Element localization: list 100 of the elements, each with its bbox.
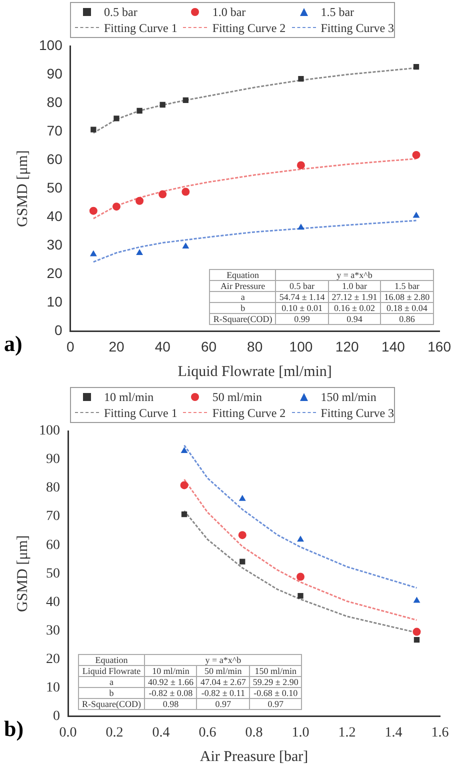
annotation: b — [210, 302, 276, 314]
point — [297, 536, 304, 542]
legend-label: 150 ml/min — [320, 389, 376, 405]
annotation: y = a*x^b — [276, 270, 434, 281]
point — [182, 188, 190, 196]
y-tick-label: 0 — [54, 322, 63, 338]
annotation: 0.16 ± 0.02 — [328, 302, 381, 314]
x-tick-label: 60 — [200, 338, 217, 354]
x-axis-title: Air Preasure [bar] — [200, 748, 308, 765]
point — [181, 511, 188, 518]
legend-label: 50 ml/min — [212, 389, 262, 405]
point — [240, 558, 246, 564]
text: a) — [4, 330, 22, 356]
y-tick-label: 20 — [46, 265, 63, 282]
point — [296, 572, 304, 581]
annotation: 0.86 — [380, 314, 434, 325]
point — [180, 446, 188, 453]
x-tick-label: 140 — [382, 338, 406, 354]
legend-label: Fitting Curve 1 — [104, 405, 178, 421]
y-tick-label: 40 — [46, 594, 60, 610]
x-tick-label: 160 — [428, 338, 452, 354]
point — [414, 636, 420, 643]
annotation: 0.5 bar — [276, 280, 328, 292]
annotation: -0.82 ± 0.11 — [196, 688, 250, 699]
x-tick-label: 80 — [247, 338, 263, 354]
y-tick-label: 50 — [46, 179, 63, 196]
legend-label: Fitting Curve 2 — [212, 405, 286, 421]
y-tick-label: 70 — [46, 509, 60, 524]
annotation: Equation — [78, 654, 144, 666]
annotation: 0.18 ± 0.04 — [380, 302, 434, 314]
annotation: 59.29 ± 2.90 — [249, 676, 302, 688]
legend-label: Fitting Curve 2 — [212, 20, 286, 36]
point — [238, 531, 246, 540]
point — [114, 116, 120, 122]
point — [298, 593, 304, 599]
point — [180, 481, 188, 490]
point — [413, 596, 420, 603]
annotation: 47.04 ± 2.67 — [196, 676, 250, 688]
annotation: 54.74 ± 1.14 — [276, 292, 328, 303]
y-tick-label: 20 — [46, 652, 60, 667]
x-tick-label: 1.0 — [292, 725, 310, 740]
point — [412, 212, 420, 218]
point — [136, 249, 144, 256]
y-tick-label: 0 — [53, 708, 60, 724]
annotation: 10 ml/min — [144, 666, 197, 677]
annotation: R-Square(COD) — [210, 314, 276, 325]
point — [412, 628, 421, 636]
annotation: y = a*x^b — [144, 654, 302, 666]
point — [90, 250, 97, 256]
point — [298, 76, 304, 82]
x-tick-label: 0.8 — [245, 725, 263, 740]
annotation: -0.82 ± 0.08 — [144, 688, 197, 699]
y-tick-label: 100 — [39, 36, 63, 53]
annotation: 0.10 ± 0.01 — [276, 302, 328, 314]
annotation: 0.98 — [144, 698, 197, 710]
y-tick-label: 40 — [46, 208, 63, 224]
point — [112, 202, 120, 211]
text: b) — [4, 716, 24, 741]
annotation: 0.97 — [196, 698, 250, 710]
legend-label: Fitting Curve 3 — [320, 405, 394, 421]
legend-label: 1.5 bar — [320, 4, 354, 20]
x-axis-title: Liquid Flowrate [ml/min] — [178, 364, 332, 380]
point — [89, 206, 98, 215]
line-series — [184, 478, 418, 621]
y-tick-label: 80 — [46, 94, 63, 110]
annotation: Liquid Flowrate — [78, 666, 144, 677]
annotation: a — [210, 292, 276, 303]
y-axis-title: GSMD [μm] — [14, 150, 31, 227]
annotation: 150 ml/min — [249, 666, 302, 677]
y-tick-label: 90 — [46, 65, 63, 82]
x-tick-label: 100 — [289, 338, 313, 354]
point — [296, 161, 305, 170]
annotation: -0.68 ± 0.10 — [249, 688, 302, 699]
x-tick-label: 1.2 — [338, 725, 356, 740]
x-tick-label: 1.4 — [384, 725, 402, 740]
legend-label: 0.5 bar — [104, 4, 138, 20]
y-tick-label: 30 — [46, 236, 63, 252]
legend-label: 1.0 bar — [212, 4, 246, 20]
annotation: Air Pressure — [210, 280, 276, 292]
line-series — [184, 444, 418, 589]
y-tick-label: 70 — [46, 122, 63, 138]
x-tick-label: 120 — [335, 338, 359, 354]
annotation: 16.08 ± 2.80 — [380, 292, 434, 303]
annotation: 27.12 ± 1.91 — [328, 292, 381, 303]
x-tick-label: 0.2 — [106, 725, 124, 740]
annotation: 0.97 — [249, 698, 302, 710]
y-axis-title: GSMD [μm] — [14, 535, 31, 612]
annotation: 1.5 bar — [380, 280, 434, 292]
point — [90, 126, 96, 132]
annotation: 50 ml/min — [196, 666, 250, 677]
point — [413, 64, 420, 70]
x-tick-label: 1.6 — [431, 725, 449, 740]
line-series — [92, 220, 418, 263]
annotation: Equation — [210, 270, 276, 281]
legend-label: 10 ml/min — [104, 389, 154, 405]
annotation: 40.92 ± 1.66 — [144, 676, 197, 688]
point — [182, 242, 190, 248]
x-tick-label: 0.0 — [59, 725, 77, 740]
x-tick-label: 0.4 — [152, 725, 170, 740]
point — [412, 150, 420, 159]
